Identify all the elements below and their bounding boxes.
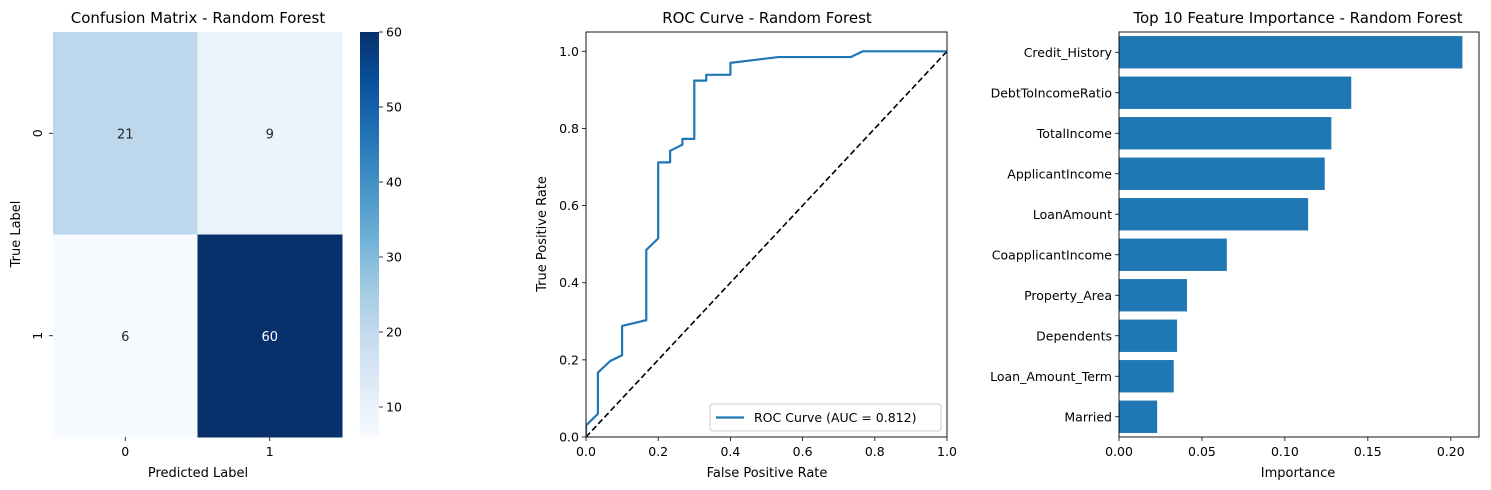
- heatmap-cell: [53, 32, 198, 235]
- chance-diagonal-line: [586, 50, 947, 437]
- feature-label: Property_Area: [1024, 288, 1112, 303]
- colorbar-tick-label: 30: [386, 250, 402, 265]
- importance-bar: [1119, 279, 1188, 312]
- colorbar-bar: [360, 32, 379, 437]
- x-tick-label: 0.00: [1105, 444, 1133, 459]
- x-tick-label: 0.20: [1437, 444, 1465, 459]
- colorbar-tick-label: 20: [386, 325, 402, 340]
- x-tick-label: 0.6: [793, 444, 813, 459]
- x-tick-label: 0.15: [1354, 444, 1382, 459]
- roc-axes-frame: [585, 31, 948, 438]
- importance-bar: [1119, 36, 1463, 69]
- confusion-matrix-ylabel: True Label: [9, 201, 24, 269]
- confusion-matrix-title: Confusion Matrix - Random Forest: [71, 9, 326, 27]
- heatmap-cell-label: 9: [266, 127, 274, 142]
- feature-label: TotalIncome: [1036, 126, 1112, 141]
- heatmap-cell-label: 60: [261, 330, 278, 345]
- feature-importance-bars: [1118, 31, 1480, 438]
- importance-bar: [1119, 117, 1332, 150]
- importance-bar: [1119, 319, 1178, 352]
- feature-label: ApplicantIncome: [1007, 166, 1112, 181]
- heatmap-cell: [197, 234, 343, 438]
- feature-importance-title: Top 10 Feature Importance - Random Fores…: [1132, 9, 1462, 27]
- x-tick-label: 0.05: [1188, 444, 1216, 459]
- colorbar-tick-label: 40: [386, 175, 402, 190]
- colorbar-tick-label: 10: [386, 400, 402, 415]
- feature-importance-xlabel: Importance: [1261, 466, 1336, 481]
- feature-importance-ticks: Credit_History DebtToIncomeRatio TotalInco…: [990, 45, 1465, 459]
- legend-entry-roc: ROC Curve (AUC = 0.812): [754, 410, 916, 425]
- feature-axes-frame: [1118, 31, 1480, 438]
- y-tick-label: 1.0: [559, 44, 579, 59]
- colorbar-tick-label: 50: [386, 100, 402, 115]
- feature-label: Dependents: [1036, 328, 1112, 343]
- roc-ticks: 0.0 0.2 0.4 0.6 0.8 1.0 0.0 0.2 0.4 0.6 0.8 1.0: [559, 44, 957, 459]
- x-tick-label: 1.0: [937, 444, 957, 459]
- roc-plot-area: [585, 31, 948, 438]
- importance-bar: [1119, 76, 1352, 109]
- roc-curve-line: [586, 50, 947, 437]
- heatmap-cell-label: 21: [117, 127, 134, 142]
- importance-bar: [1119, 198, 1309, 231]
- y-tick-label: 1: [30, 332, 45, 340]
- y-tick-label: 0: [30, 129, 45, 137]
- feature-importance-panel: Top 10 Feature Importance - Random Fores…: [990, 9, 1480, 481]
- feature-label: Married: [1064, 409, 1112, 424]
- y-tick-label: 0.8: [559, 121, 579, 136]
- feature-label: DebtToIncomeRatio: [991, 85, 1112, 100]
- roc-xlabel: False Positive Rate: [707, 466, 828, 481]
- y-tick-label: 0.4: [559, 275, 579, 290]
- roc-title: ROC Curve - Random Forest: [662, 9, 872, 27]
- y-tick-label: 0.6: [559, 198, 579, 213]
- x-tick-label: 0.8: [865, 444, 885, 459]
- roc-ylabel: True Positive Rate: [535, 176, 550, 293]
- heatmap-cell-label: 6: [121, 330, 129, 345]
- x-tick-label: 0.10: [1271, 444, 1299, 459]
- x-tick-label: 0.2: [648, 444, 668, 459]
- confusion-matrix-cells: 21 9 6 60: [53, 32, 343, 438]
- roc-lines: [586, 50, 947, 437]
- legend-frame: [709, 403, 942, 432]
- colorbar: 10 20 30 40 50 60: [360, 25, 402, 437]
- heatmap-cell: [53, 234, 198, 438]
- feature-label: Loan_Amount_Term: [990, 369, 1112, 384]
- confusion-matrix-panel: Confusion Matrix - Random Forest Predict…: [9, 9, 402, 481]
- importance-bar: [1119, 400, 1158, 433]
- importance-bar: [1119, 157, 1325, 190]
- x-tick-label: 0.0: [576, 444, 596, 459]
- confusion-matrix-xlabel: Predicted Label: [148, 466, 248, 481]
- colorbar-tick-label: 60: [386, 25, 402, 40]
- x-tick-label: 0: [121, 444, 129, 459]
- importance-bar: [1119, 360, 1174, 393]
- importance-bar: [1119, 238, 1227, 271]
- x-tick-label: 1: [266, 444, 274, 459]
- heatmap-cell: [197, 32, 343, 235]
- x-tick-label: 0.4: [720, 444, 740, 459]
- confusion-matrix-ticks: 0 1 0 1: [30, 129, 274, 459]
- y-tick-label: 0.2: [559, 352, 579, 367]
- feature-label: CoapplicantIncome: [992, 247, 1113, 262]
- roc-panel: ROC Curve - Random Forest False Positive…: [535, 9, 957, 481]
- y-tick-label: 0.0: [559, 430, 579, 445]
- feature-label: Credit_History: [1024, 45, 1113, 60]
- roc-legend: ROC Curve (AUC = 0.812): [709, 403, 942, 432]
- feature-label: LoanAmount: [1033, 207, 1112, 222]
